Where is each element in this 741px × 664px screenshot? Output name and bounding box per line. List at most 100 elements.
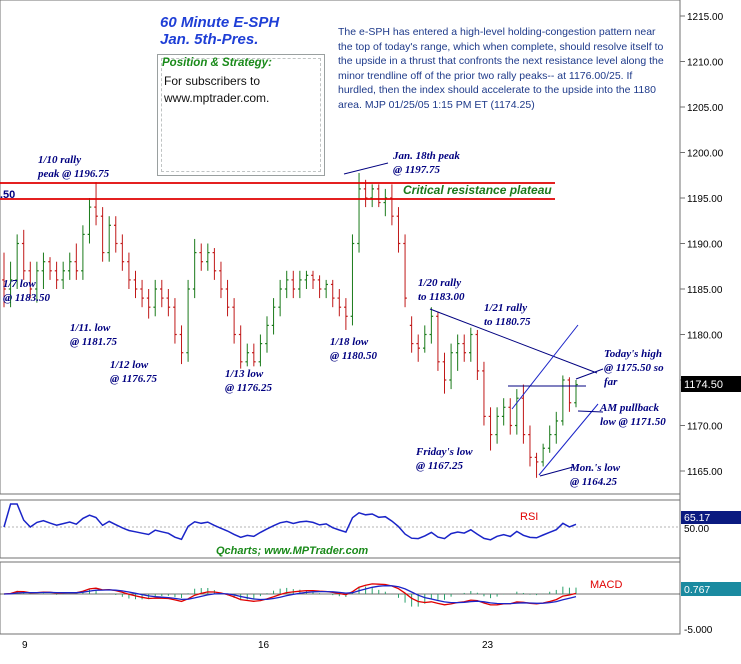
price-tick-label: 1215.00 xyxy=(687,12,724,23)
annotation-label: @ 1181.75 xyxy=(70,336,118,348)
candle-bar xyxy=(547,425,552,453)
price-tick-label: 1170.00 xyxy=(687,422,723,433)
candle-bar xyxy=(140,279,144,308)
candle-bar xyxy=(311,270,315,289)
price-tick-label: 1185.00 xyxy=(687,285,723,296)
candle-bar xyxy=(186,279,190,362)
macd-label: MACD xyxy=(590,579,622,591)
annotation-label: far xyxy=(604,376,618,388)
candle-bar xyxy=(298,270,302,299)
candle-bar xyxy=(87,198,92,244)
candle-bar xyxy=(422,325,427,353)
candle-bar xyxy=(219,261,223,299)
annotation-label: 1/12 low xyxy=(110,359,149,371)
macd-panel-frame xyxy=(0,561,681,635)
candle-bar xyxy=(173,298,177,344)
candle-bar xyxy=(416,334,421,362)
annotation-label: @ 1176.25 xyxy=(225,382,273,394)
annotation-label: 1/18 low xyxy=(330,336,369,348)
pointer-mondays-low xyxy=(539,466,574,477)
candle-bar xyxy=(41,252,46,289)
price-tick-label: 1190.00 xyxy=(687,240,723,251)
annotation-label: Today's high xyxy=(604,348,662,360)
candle-bar xyxy=(501,398,506,426)
candle-bar xyxy=(508,398,513,435)
price-tick-label: 1205.00 xyxy=(687,103,724,114)
candle-bar xyxy=(403,234,407,308)
candle-bar xyxy=(74,243,79,280)
rsi-line xyxy=(3,503,577,541)
candle-bar xyxy=(159,279,164,308)
candle-bar xyxy=(449,343,453,390)
candle-bar xyxy=(436,311,440,371)
price-annotations: 1/10 rally peak @ 1196.75 1/7 low @ 1183.50… xyxy=(3,150,666,488)
annotation-label: low @ 1171.50 xyxy=(600,416,666,428)
rsi-current-tag xyxy=(681,511,741,524)
candle-bar xyxy=(442,352,447,394)
candle-bar xyxy=(271,298,276,335)
candle-bar xyxy=(153,279,158,317)
macd-current-tag xyxy=(681,582,741,596)
strategy-line-2: www.mptrader.com. xyxy=(164,91,270,105)
annotation-label: to 1183.00 xyxy=(418,291,465,303)
candle-bar xyxy=(113,216,118,253)
candle-bar xyxy=(212,248,217,280)
annotation-label: 1/10 rally xyxy=(38,154,81,166)
annotation-label: 1/20 rally xyxy=(418,277,461,289)
candle-bar xyxy=(324,279,328,299)
annotation-label: @ 1183.50 xyxy=(3,292,51,304)
candle-bar xyxy=(561,375,565,426)
x-tick-16: 16 xyxy=(258,640,270,651)
candle-bar xyxy=(462,334,467,362)
annotation-label: @ 1176.75 xyxy=(110,373,158,385)
annotation-label: Friday's low xyxy=(415,446,473,458)
candle-bar xyxy=(429,307,434,344)
strategy-title: Position & Strategy: xyxy=(162,57,272,69)
annotation-label: peak @ 1196.75 xyxy=(37,168,110,180)
candle-bar xyxy=(67,252,72,280)
candle-bar xyxy=(15,234,19,289)
macd-signal-line xyxy=(3,585,577,605)
strategy-box: Position & Strategy: For subscribers to … xyxy=(157,54,325,176)
annotation-label: @ 1180.50 xyxy=(330,350,378,362)
candle-bar xyxy=(192,238,197,299)
rsi-label: RSI xyxy=(520,511,538,523)
candle-bar xyxy=(574,380,578,408)
current-price-tag xyxy=(681,376,741,392)
price-panel-frame xyxy=(0,0,681,495)
candle-bar xyxy=(337,289,342,317)
annotation-label: @ 1164.25 xyxy=(570,476,618,488)
candle-bar xyxy=(330,279,335,308)
candle-bar xyxy=(120,234,125,271)
candle-bar xyxy=(238,325,243,369)
annotation-label: 1/7 low xyxy=(3,278,36,290)
annotation-label: @ 1167.25 xyxy=(416,460,464,472)
candle-bar xyxy=(317,275,322,299)
candle-bar xyxy=(48,257,52,280)
candle-bar xyxy=(541,443,545,467)
candle-bar xyxy=(252,343,256,367)
rsi-current-label: 65.17 xyxy=(684,512,710,524)
pointer-todays-high xyxy=(575,368,604,380)
candle-bar xyxy=(495,407,499,444)
candle-bar xyxy=(179,325,184,365)
price-tick-label: 1180.00 xyxy=(687,331,723,342)
candle-bar xyxy=(258,334,263,367)
candle-bar xyxy=(370,184,374,208)
macd-current-label: 0.767 xyxy=(684,584,710,596)
candle-bar xyxy=(61,261,65,289)
candle-bar xyxy=(166,289,171,317)
candle-bar xyxy=(2,252,6,308)
annotation-label: AM pullback xyxy=(599,402,659,414)
annotation-label: @ 1175.50 so xyxy=(604,362,664,374)
candle-bar xyxy=(107,216,112,262)
candle-bar xyxy=(515,389,519,435)
candle-bar xyxy=(28,261,33,299)
candle-bar xyxy=(232,298,236,344)
watermark-text: Qcharts; www.MPTrader.com xyxy=(216,545,368,557)
candle-bar xyxy=(54,261,59,289)
candle-bar xyxy=(291,270,296,299)
annotation-label: @ 1197.75 xyxy=(393,164,441,176)
